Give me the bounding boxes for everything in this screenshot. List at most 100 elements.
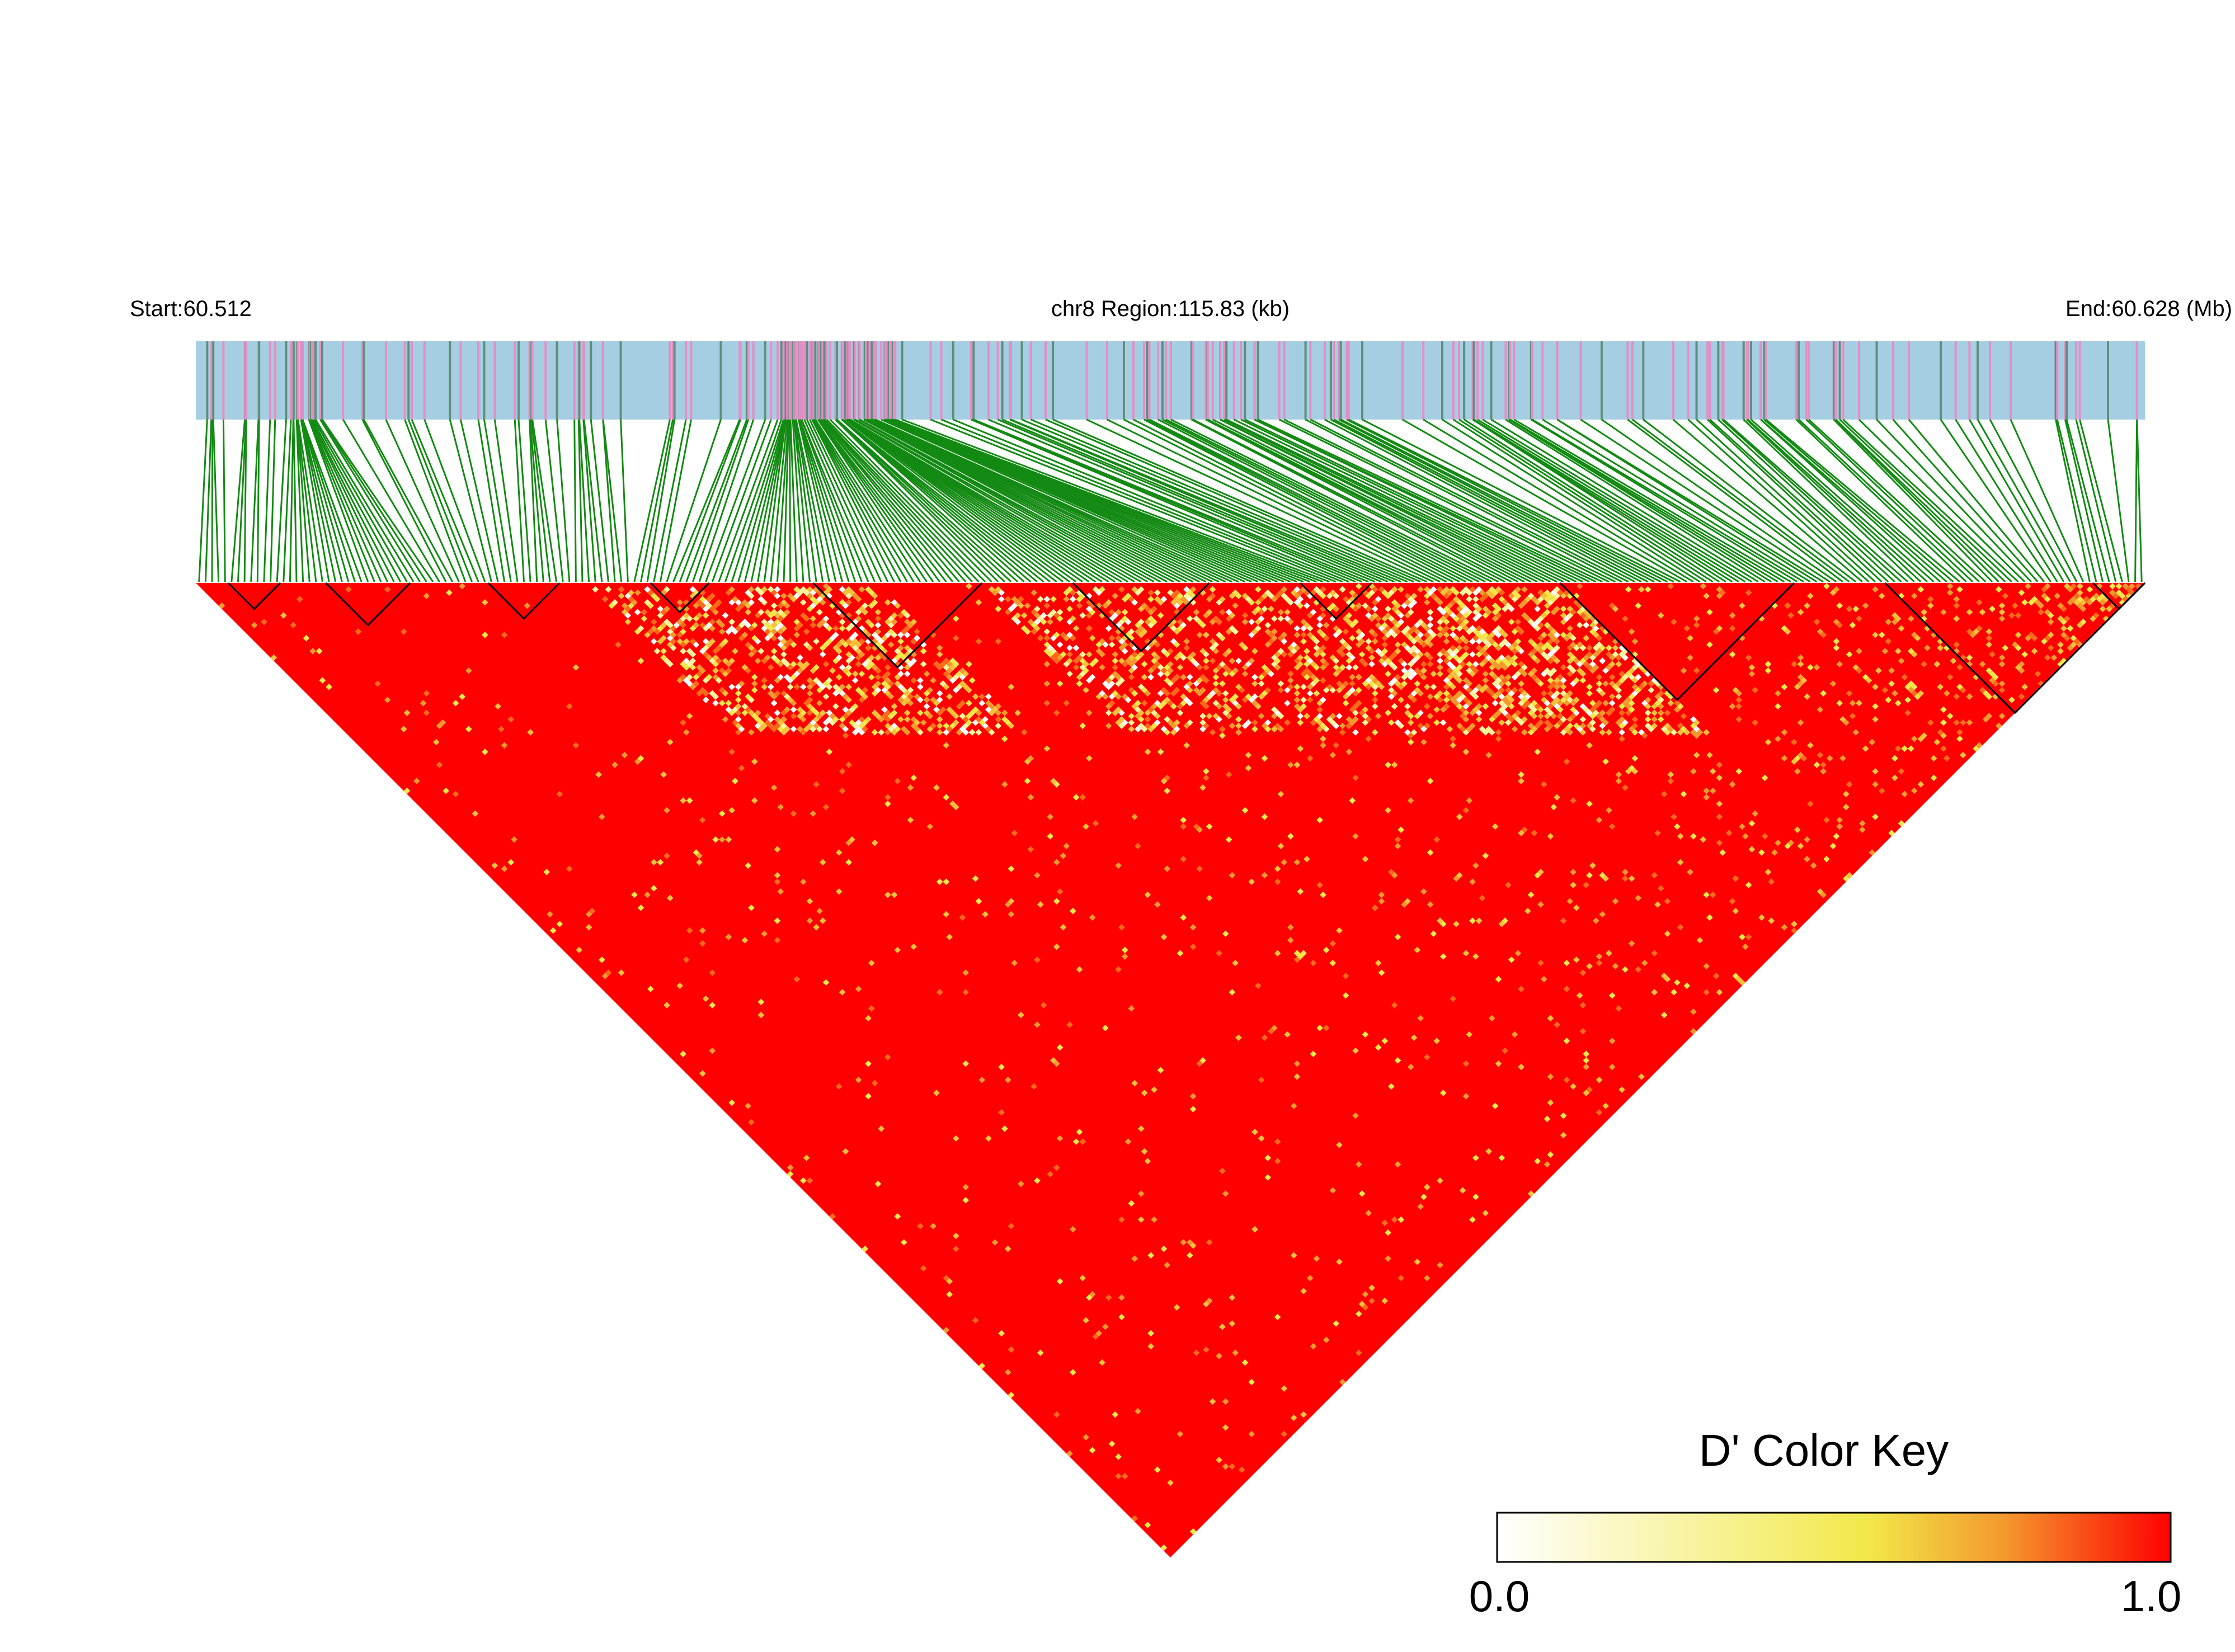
ld-cell: [1320, 651, 1326, 658]
snp-connector: [847, 418, 1084, 583]
ld-cell: [1053, 657, 1060, 665]
ld-cell: [1079, 657, 1086, 665]
snp-connector: [1892, 419, 2039, 582]
ld-cell: [1787, 839, 1794, 846]
ld-cell: [1112, 1411, 1119, 1418]
snp-connector: [1146, 418, 1467, 583]
ld-cell: [829, 1213, 836, 1220]
ld-cell: [1375, 959, 1382, 967]
ld-cell: [819, 859, 826, 866]
ld-cell: [1469, 722, 1476, 729]
ld-cell: [1443, 605, 1450, 613]
ld-cell: [1241, 592, 1249, 600]
region-label: chr8 Region:115.83 (kb): [1051, 296, 1290, 321]
ld-cell: [1443, 625, 1450, 632]
ld-cell: [1001, 1125, 1008, 1132]
ld-cell: [1791, 758, 1798, 765]
ld-cell: [1641, 680, 1648, 687]
ld-cell: [2031, 634, 2038, 642]
ld-cell: [803, 589, 810, 596]
ld-cell: [2063, 615, 2071, 622]
ld-cell: [1495, 1060, 1502, 1067]
snp-connector: [1010, 418, 1401, 583]
ld-cell: [1443, 657, 1450, 665]
ld-cell: [839, 599, 846, 606]
ld-cell: [1823, 817, 1830, 823]
ld-cell: [784, 602, 791, 609]
snp-connector: [1348, 418, 1674, 583]
ld-cell: [1056, 641, 1064, 648]
ld-cell: [1394, 680, 1401, 687]
ld-cell: [1251, 628, 1258, 635]
ld-cell: [1998, 713, 2006, 719]
ld-cell: [1235, 592, 1242, 600]
ld-cell: [680, 719, 686, 726]
ld-cell: [1518, 648, 1524, 655]
ld-cell: [1693, 667, 1700, 674]
snp-connector: [302, 419, 356, 582]
ld-cell: [914, 628, 920, 635]
ld-cell: [1108, 615, 1116, 622]
ld-cell: [1768, 917, 1775, 924]
ld-cell: [770, 634, 778, 642]
ld-cell: [1433, 693, 1440, 700]
ld-cell: [2038, 609, 2044, 616]
ld-cell: [1813, 618, 1820, 625]
ld-cell: [780, 722, 787, 729]
snp-connector: [2056, 419, 2097, 582]
ld-cell: [839, 625, 846, 632]
ld-cell: [2077, 583, 2083, 590]
ld-cell: [790, 713, 797, 719]
snp-connector: [1442, 418, 1701, 583]
ld-cell: [865, 632, 872, 638]
ld-cell: [952, 674, 959, 681]
snp-connector: [544, 419, 564, 582]
ld-cell: [1072, 644, 1080, 651]
ld-cell: [1973, 674, 1979, 681]
ld-cell: [1141, 686, 1148, 694]
ld-cell: [728, 586, 735, 593]
ld-cell: [1547, 833, 1554, 840]
ld-cell: [884, 670, 891, 677]
ld-cell: [1550, 803, 1557, 811]
ld-cell: [709, 1002, 716, 1009]
ld-cell: [1287, 618, 1294, 625]
ld-cell: [1908, 680, 1914, 687]
ld-cell: [1966, 609, 1973, 616]
ld-cell: [751, 680, 758, 687]
ld-cell: [975, 638, 982, 645]
ld-cell: [452, 790, 459, 798]
ld-cell: [810, 810, 817, 817]
ld-cell: [1466, 1031, 1473, 1038]
ld-cell: [1333, 657, 1339, 665]
ld-cell: [754, 716, 761, 723]
snp-connector: [529, 419, 544, 582]
ld-cell: [1820, 690, 1827, 697]
ld-cell: [745, 609, 751, 616]
ld-cell: [1514, 586, 1522, 593]
ld-cell: [1086, 612, 1093, 619]
ld-cell: [1216, 716, 1222, 723]
ld-cell: [1323, 1336, 1330, 1343]
ld-cell: [1479, 895, 1486, 902]
ld-cell: [1414, 686, 1421, 694]
ld-cell: [800, 684, 807, 690]
ld-cell: [1537, 680, 1544, 687]
ld-cell: [1304, 855, 1310, 863]
ld-cell: [472, 810, 479, 817]
ld-cell: [1566, 612, 1574, 619]
ld-cell: [855, 596, 862, 603]
ld-cell: [1154, 654, 1161, 661]
ld-cell: [1566, 898, 1574, 905]
ld-cell: [1550, 680, 1557, 687]
ld-cell: [1410, 1034, 1418, 1041]
ld-cell: [751, 674, 758, 681]
ld-cell: [1229, 1294, 1236, 1301]
ld-cell: [897, 696, 904, 703]
ld-cell: [1368, 1284, 1375, 1291]
snp-connector: [1532, 418, 1805, 583]
ld-cell: [637, 657, 644, 665]
ld-cell: [1453, 674, 1460, 681]
ld-cell: [800, 878, 807, 886]
ld-cell: [1417, 1015, 1424, 1022]
